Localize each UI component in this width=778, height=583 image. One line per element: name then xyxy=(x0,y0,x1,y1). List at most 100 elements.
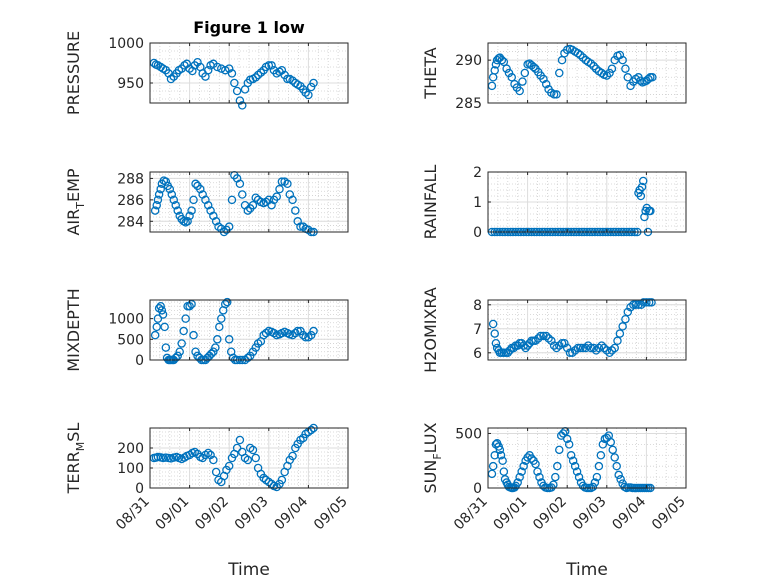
data-point xyxy=(491,338,501,348)
data-point xyxy=(203,200,213,210)
data-point xyxy=(248,200,258,210)
data-point xyxy=(618,322,627,331)
data-point xyxy=(507,73,517,82)
data-point xyxy=(637,182,647,192)
data-point xyxy=(499,57,509,67)
x-tick-label: 09/05 xyxy=(311,494,351,534)
data-point xyxy=(621,314,630,324)
x-tick-label: 09/01 xyxy=(491,494,531,534)
data-point xyxy=(259,330,268,340)
y-tick-label: 950 xyxy=(117,76,144,92)
data-point xyxy=(203,448,213,458)
data-point xyxy=(301,332,310,342)
data-point xyxy=(614,470,623,480)
data-point xyxy=(153,195,163,205)
data-point xyxy=(544,334,553,343)
data-point xyxy=(555,341,564,350)
y-tick-label: 100 xyxy=(117,461,144,477)
data-point xyxy=(560,338,569,348)
data-point xyxy=(607,346,617,355)
data-point xyxy=(568,456,578,465)
axes-box xyxy=(149,427,349,489)
data-point xyxy=(153,314,163,323)
data-point xyxy=(213,62,222,72)
data-point xyxy=(267,200,276,210)
data-point xyxy=(309,78,318,88)
data-point xyxy=(238,101,247,110)
data-point xyxy=(191,347,200,356)
axes-box xyxy=(149,299,349,361)
subplot-air-temp: 284 286 288 AIRTEMP xyxy=(64,168,349,237)
data-point xyxy=(253,70,263,80)
data-point xyxy=(639,298,648,307)
data-point xyxy=(154,190,164,199)
data-point xyxy=(215,322,224,332)
data-point xyxy=(605,68,614,78)
data-point xyxy=(592,472,602,482)
data-point xyxy=(161,177,171,186)
data-point xyxy=(488,319,498,329)
data-point xyxy=(638,176,648,186)
data-point xyxy=(490,451,499,460)
data-point xyxy=(646,206,655,216)
data-point xyxy=(243,206,253,215)
data-point xyxy=(636,191,646,201)
data-point xyxy=(209,347,218,356)
y-axis-label: MIXDEPTH xyxy=(64,288,83,371)
data-point xyxy=(304,90,313,100)
data-point xyxy=(576,343,585,353)
data-point xyxy=(291,206,300,215)
y-axis-label: SUNFLUX xyxy=(421,422,444,493)
data-point xyxy=(177,339,186,348)
data-point xyxy=(179,326,188,336)
data-point xyxy=(309,326,318,336)
data-point xyxy=(605,348,614,358)
data-point xyxy=(211,217,221,226)
data-point xyxy=(621,64,630,73)
figure-title: Figure 1 low xyxy=(193,18,305,37)
axes-box xyxy=(149,171,349,233)
y-tick-label: 1000 xyxy=(108,312,144,328)
data-point xyxy=(562,343,572,353)
data-series xyxy=(487,44,657,99)
data-point xyxy=(180,453,189,462)
data-point xyxy=(207,349,216,359)
data-point xyxy=(533,467,542,476)
x-tick-label: 09/03 xyxy=(570,494,610,534)
y-axis-label: PRESSURE xyxy=(64,31,83,115)
data-point xyxy=(612,461,621,471)
data-point xyxy=(196,184,205,194)
data-point xyxy=(589,343,598,353)
data-point xyxy=(598,440,608,449)
data-point xyxy=(224,64,234,73)
data-point xyxy=(517,467,526,476)
data-point xyxy=(607,64,617,73)
x-tick-label: 09/03 xyxy=(232,494,272,534)
data-point xyxy=(644,298,654,307)
data-point xyxy=(597,341,606,350)
data-point xyxy=(235,435,245,445)
y-axis-label: TERRMSL xyxy=(64,423,87,495)
data-point xyxy=(551,472,560,482)
x-tick-label: 09/05 xyxy=(649,494,689,534)
data-point xyxy=(220,65,230,75)
y-tick-label: 200 xyxy=(117,441,144,457)
data-point xyxy=(157,306,167,315)
data-point xyxy=(535,472,544,482)
data-point xyxy=(166,74,176,84)
data-point xyxy=(596,451,606,460)
data-point xyxy=(224,335,234,344)
data-point xyxy=(277,65,287,75)
axes-box xyxy=(149,42,349,104)
data-point xyxy=(152,322,161,332)
data-point xyxy=(232,86,242,96)
data-point xyxy=(238,190,247,199)
y-tick-label: 288 xyxy=(117,171,144,187)
data-point xyxy=(589,61,598,71)
data-point xyxy=(583,341,593,350)
data-point xyxy=(640,212,649,222)
data-point xyxy=(251,343,260,352)
data-point xyxy=(629,300,638,310)
data-point xyxy=(222,297,232,307)
